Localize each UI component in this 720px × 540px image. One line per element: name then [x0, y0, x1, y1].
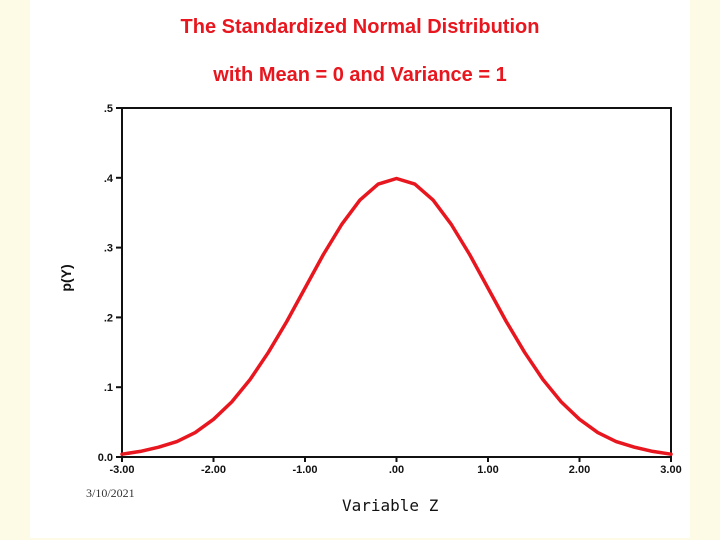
x-tick-label: 2.00	[569, 464, 590, 476]
chart-title: The Standardized Normal Distribution	[180, 16, 540, 38]
series-line	[120, 176, 673, 456]
plot-frame	[121, 107, 672, 458]
y-axis-label: p(Y)	[58, 264, 74, 292]
x-tick-label: -2.00	[201, 464, 226, 476]
x-tick-label: 3.00	[660, 464, 681, 476]
x-axis-label: Variable Z	[342, 496, 439, 515]
x-tick-label: 1.00	[477, 464, 498, 476]
y-tick-label: .1	[104, 382, 113, 394]
y-tick-label: .3	[104, 243, 113, 255]
x-tick-label: .00	[389, 464, 404, 476]
y-tick-label: .5	[104, 103, 113, 115]
y-tick-label: .4	[104, 173, 114, 185]
slide-background	[30, 0, 690, 538]
chart-subtitle: with Mean = 0 and Variance = 1	[213, 64, 507, 86]
y-tick-label: 0.0	[98, 452, 113, 464]
y-axis-ticks: 0.0 .1 .2 .3 .4 .5	[98, 103, 122, 464]
y-tick-label: .2	[104, 312, 113, 324]
x-tick-label: -1.00	[292, 464, 317, 476]
slide-date: 3/10/2021	[86, 486, 135, 500]
x-tick-label: -3.00	[109, 464, 134, 476]
x-axis-ticks: -3.00 -2.00 -1.00 .00 1.00 2.00 3.00	[109, 457, 682, 476]
